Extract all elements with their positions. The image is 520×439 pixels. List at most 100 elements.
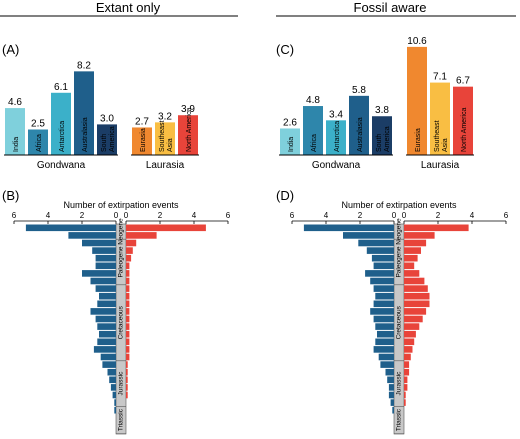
right-figure-title: Fossil aware: [354, 0, 427, 15]
period-label: Paleogene: [118, 246, 125, 277]
group-label: Laurasia: [421, 160, 460, 171]
bar-left: [96, 316, 116, 323]
bar-left: [389, 384, 394, 391]
bar-value-label: 3.4: [329, 109, 343, 120]
bar-right: [404, 247, 421, 254]
period-label: Jurassic: [396, 371, 403, 396]
bar-left: [114, 407, 116, 414]
bar-left: [109, 377, 116, 384]
bar-value-label: 2.6: [283, 117, 297, 128]
bar-right: [126, 369, 128, 376]
bar-right: [126, 392, 128, 399]
bar-left: [374, 316, 394, 323]
category-label: America: [109, 126, 116, 152]
bar-right: [404, 255, 418, 262]
bar-right: [404, 346, 413, 353]
category-label: America: [384, 126, 391, 152]
category-label: Southeast: [159, 120, 166, 152]
category-label: Africa: [311, 134, 318, 152]
bar-left: [102, 361, 116, 368]
bar-left: [375, 323, 394, 330]
bar-left: [304, 225, 394, 232]
bar-right: [404, 232, 435, 239]
panel-a-bar-chart: (A)4.6India2.5Africa6.1Antarctica8.2Aust…: [2, 42, 199, 171]
panel-c-bar-chart: (C)2.6India4.8Africa3.4Antarctica5.8Aust…: [276, 36, 474, 171]
period-label: Neogene: [118, 218, 125, 245]
period-label: Cretaceous: [396, 305, 403, 339]
bar-left: [97, 301, 116, 308]
bar-right: [126, 247, 133, 254]
bar-right: [126, 263, 129, 270]
tick-label: 2: [158, 211, 163, 220]
period-label: Triassic: [118, 408, 125, 431]
bar-left: [82, 240, 116, 247]
bar-left: [374, 285, 394, 292]
bar-value-label: 4.6: [8, 97, 22, 108]
bar-value-label: 7.1: [433, 72, 447, 83]
tick-label: 4: [324, 211, 329, 220]
bar-left: [91, 308, 117, 315]
category-label: Africa: [36, 134, 43, 152]
bar-right: [126, 308, 129, 315]
category-label: Asia: [167, 138, 174, 152]
bar-left: [387, 377, 394, 384]
bar-left: [99, 293, 116, 300]
bar-right: [126, 270, 129, 277]
bar-left: [26, 225, 116, 232]
bar-left: [374, 301, 394, 308]
bar-left: [97, 323, 116, 330]
bar-right: [404, 316, 423, 323]
bar-left: [374, 263, 394, 270]
panel-d-mirrored-bar-chart: (D)Number of extirpation events64200246N…: [276, 188, 509, 434]
bar-right: [404, 331, 416, 338]
tick-label: 6: [290, 211, 295, 220]
panel-label: (B): [2, 188, 19, 203]
category-label: India: [288, 137, 295, 152]
bar-left: [389, 392, 394, 399]
bar-right: [404, 285, 428, 292]
panel-label: (D): [276, 188, 294, 203]
bar-right: [126, 384, 128, 391]
bar-left: [386, 369, 395, 376]
category-label: Australasia: [82, 117, 89, 152]
bar-value-label: 8.2: [77, 60, 91, 71]
bar-right: [126, 285, 129, 292]
category-label: Eurasia: [415, 128, 422, 152]
bar-right: [126, 354, 129, 361]
bar-right: [404, 323, 419, 330]
group-label: Gondwana: [312, 160, 361, 171]
bar-right: [126, 301, 129, 308]
category-label: Southeast: [434, 120, 441, 152]
axis-title: Number of extirpation events: [63, 200, 179, 210]
category-label: India: [13, 137, 20, 152]
period-label: Cretaceous: [118, 305, 125, 339]
tick-label: 4: [46, 211, 51, 220]
bar-right: [404, 361, 409, 368]
bar-right: [126, 316, 129, 323]
bar-right: [404, 293, 430, 300]
period-label: Jurassic: [118, 371, 125, 396]
bar-right: [404, 369, 409, 376]
bar-left: [91, 278, 117, 285]
bar-right: [404, 263, 414, 270]
bar-left: [82, 270, 116, 277]
bar-right: [404, 384, 407, 391]
bar-right: [404, 225, 469, 232]
bar-right: [126, 240, 136, 247]
bar-left: [94, 346, 116, 353]
bar-value-label: 3.0: [100, 113, 114, 124]
category-label: Eurasia: [140, 128, 147, 152]
bar-left: [380, 361, 394, 368]
category-label: North America: [461, 108, 468, 152]
bar-right: [126, 331, 129, 338]
left-figure-title: Extant only: [96, 0, 161, 15]
bar-left: [113, 392, 116, 399]
bar-left: [343, 232, 394, 239]
bar-left: [372, 255, 394, 262]
tick-label: 6: [504, 211, 509, 220]
bar-value-label: 4.8: [306, 95, 320, 106]
period-label: Triassic: [396, 408, 403, 431]
bar-right: [126, 255, 131, 262]
bar-left: [375, 339, 394, 346]
